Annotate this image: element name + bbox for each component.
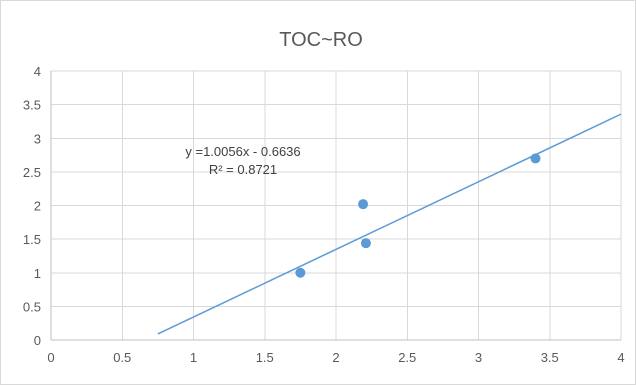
data-point	[530, 153, 541, 164]
x-tick-label: 3.5	[541, 350, 559, 365]
gridlines	[51, 70, 622, 340]
trendline-r-squared: R² = 0.8721	[209, 162, 277, 177]
x-tick-label: 2.5	[398, 350, 416, 365]
y-tick-label: 0.5	[23, 299, 41, 314]
x-tick-label: 1.5	[256, 350, 274, 365]
y-tick-label: 3.5	[23, 98, 41, 113]
y-tick-label: 2	[34, 199, 41, 214]
y-tick-label: 1.5	[23, 232, 41, 247]
data-points	[295, 153, 541, 278]
trendline-group	[157, 113, 622, 335]
data-point	[358, 199, 369, 210]
x-tick-label: 2	[332, 350, 339, 365]
chart-title: TOC~RO	[279, 29, 363, 51]
x-tick-label: 0.5	[113, 350, 131, 365]
x-tick-labels: 0 0.5 1 1.5 2 2.5 3 3.5 4	[47, 350, 624, 365]
data-point	[360, 238, 371, 249]
y-tick-labels: 0 0.5 1 1.5 2 2.5 3 3.5 4	[23, 64, 41, 348]
data-point	[295, 267, 306, 278]
x-tick-label: 4	[617, 350, 624, 365]
y-tick-label: 2.5	[23, 165, 41, 180]
y-tick-label: 3	[34, 131, 41, 146]
axes	[50, 71, 621, 341]
trendline-equation: y =1.0056x - 0.6636	[185, 144, 300, 159]
y-tick-label: 0	[34, 333, 41, 348]
y-tick-label: 4	[34, 64, 41, 79]
linear-trendline	[157, 113, 622, 335]
y-tick-label: 1	[34, 266, 41, 281]
x-tick-label: 3	[475, 350, 482, 365]
x-tick-label: 1	[190, 350, 197, 365]
x-tick-label: 0	[47, 350, 54, 365]
